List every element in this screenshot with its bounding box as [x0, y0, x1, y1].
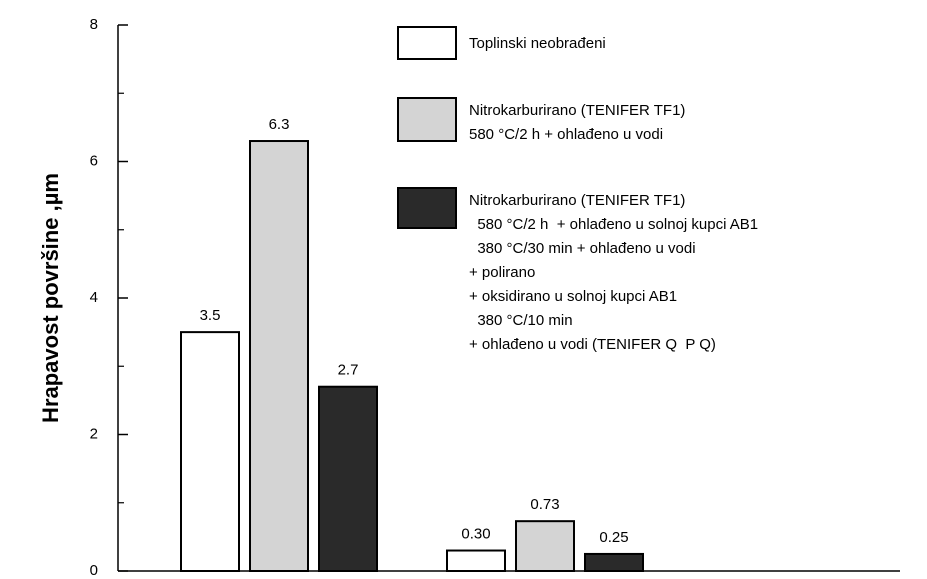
data-label: 0.73 — [530, 496, 559, 513]
bar — [180, 331, 240, 572]
y-axis-label: Hrapavost površine ,µm — [38, 173, 63, 423]
bar — [515, 520, 575, 572]
data-label: 2.7 — [338, 362, 359, 379]
data-label: 6.3 — [269, 116, 290, 133]
y-tick-label: 0 — [90, 562, 98, 579]
y-tick-label: 8 — [90, 16, 98, 33]
bar — [584, 552, 644, 572]
y-tick-label: 4 — [90, 289, 98, 306]
legend-label: Nitrokarburirano (TENIFER TF1) 580 °C/2 … — [469, 102, 686, 143]
bar — [446, 549, 506, 573]
legend-swatch — [397, 26, 457, 60]
legend-item: Nitrokarburirano (TENIFER TF1) 580 °C/2 … — [397, 97, 685, 147]
legend-item: Toplinski neobrađeni — [397, 26, 606, 60]
bar — [318, 385, 378, 572]
data-label: 0.30 — [461, 525, 490, 542]
data-label: 0.25 — [599, 529, 628, 546]
y-tick-label: 6 — [90, 152, 98, 169]
legend-swatch — [397, 97, 457, 142]
data-label: 3.5 — [200, 307, 221, 324]
legend-swatch — [397, 187, 457, 229]
legend-label: Toplinski neobrađeni — [469, 35, 606, 52]
y-tick-label: 2 — [90, 425, 98, 442]
legend-label: Nitrokarburirano (TENIFER TF1) 580 °C/2 … — [469, 192, 759, 353]
legend-item: Nitrokarburirano (TENIFER TF1) 580 °C/2 … — [397, 187, 758, 357]
bar — [249, 140, 309, 572]
